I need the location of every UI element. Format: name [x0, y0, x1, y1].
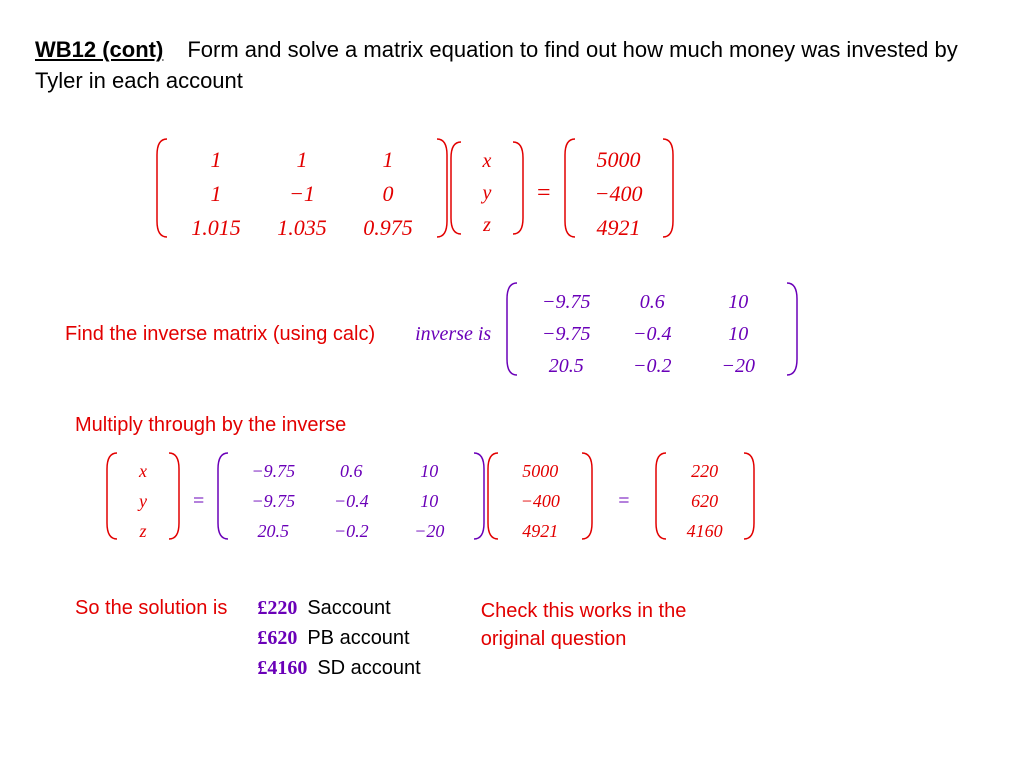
matrix-cell: −20	[390, 519, 468, 544]
matrix-cell: 10	[390, 459, 468, 484]
equals-sign: =	[594, 490, 653, 513]
matrix-equation-2: xyz = −9.750.610 −9.75−0.410 20.5−0.2−20 5…	[105, 451, 989, 553]
matrix-cell: 0.6	[609, 289, 695, 316]
matrix-cell: 0.975	[345, 213, 431, 243]
question-number: WB12 (cont)	[35, 37, 163, 62]
matrix-cell: x	[467, 148, 507, 175]
matrix-cell: −0.2	[609, 353, 695, 380]
matrix: −9.750.610 −9.75−0.410 20.5−0.2−20	[216, 451, 486, 553]
matrix-cell: −400	[504, 489, 576, 514]
matrix-cell: −9.75	[234, 489, 312, 514]
matrix-cell: 1.015	[173, 213, 259, 243]
solution-amount: £220	[257, 597, 297, 619]
matrix-cell: −0.4	[312, 489, 390, 514]
matrix-cell: 20.5	[234, 519, 312, 544]
equals-sign: =	[525, 180, 563, 207]
solution-account: SD account	[317, 657, 420, 679]
matrix-cell: 1	[345, 145, 431, 175]
matrix-cell: z	[467, 212, 507, 239]
matrix-cell: 620	[672, 489, 738, 514]
solution-amount: £620	[257, 627, 297, 649]
matrix-cell: 4921	[581, 213, 657, 243]
matrix-cell: −9.75	[523, 289, 609, 316]
inverse-label: inverse is	[415, 323, 491, 346]
matrix: 5000 −400 4921	[486, 451, 594, 553]
question-heading: WB12 (cont)Form and solve a matrix equat…	[35, 35, 989, 97]
equals-sign: =	[181, 490, 216, 513]
matrix-cell: 1	[173, 145, 259, 175]
matrix-equation-1: 1111−101.0151.0350.975 xyz = 5000−400492…	[155, 137, 989, 251]
matrix: 220 620 4160	[654, 451, 756, 553]
matrix-cell: 10	[695, 321, 781, 348]
matrix-cell: 5000	[504, 459, 576, 484]
solution-account: Saccount	[307, 597, 390, 619]
matrix-cell: −400	[581, 179, 657, 209]
matrix-cell: 20.5	[523, 353, 609, 380]
matrix-cell: 10	[695, 289, 781, 316]
matrix: 5000 −400 4921	[563, 137, 675, 251]
matrix-cell: −9.75	[234, 459, 312, 484]
solution-amount: £4160	[257, 657, 307, 679]
matrix-cell: 1.035	[259, 213, 345, 243]
step-find-inverse: Find the inverse matrix (using calc)	[65, 323, 375, 346]
check-note: Check this works in the original questio…	[481, 593, 741, 653]
matrix: xyz	[105, 451, 181, 553]
matrix-cell: 1	[173, 179, 259, 209]
matrix-cell: 0	[345, 179, 431, 209]
step-multiply-inverse: Multiply through by the inverse	[75, 414, 989, 437]
matrix-cell: 4921	[504, 519, 576, 544]
matrix-cell: −0.4	[609, 321, 695, 348]
matrix-cell: 10	[390, 489, 468, 514]
matrix-cell: 1	[259, 145, 345, 175]
matrix: xyz	[449, 140, 525, 248]
solution-account: PB account	[307, 627, 409, 649]
matrix-cell: 0.6	[312, 459, 390, 484]
solution-list: £220 Saccount £620 PB account £4160 SD acco…	[257, 593, 420, 683]
matrix-cell: 4160	[672, 519, 738, 544]
matrix-cell: −0.2	[312, 519, 390, 544]
matrix-cell: x	[123, 459, 163, 484]
question-text: Form and solve a matrix equation to find…	[35, 37, 958, 93]
matrix: −9.750.610 −9.75−0.410 20.5−0.2−20	[505, 281, 799, 389]
matrix-cell: y	[123, 489, 163, 514]
matrix-cell: z	[123, 519, 163, 544]
matrix: 1111−101.0151.0350.975	[155, 137, 449, 251]
matrix-cell: y	[467, 180, 507, 207]
matrix-cell: 220	[672, 459, 738, 484]
solution-intro: So the solution is	[75, 593, 227, 620]
matrix-cell: −1	[259, 179, 345, 209]
matrix-cell: −20	[695, 353, 781, 380]
matrix-cell: −9.75	[523, 321, 609, 348]
solution-block: So the solution is £220 Saccount £620 PB a…	[75, 593, 989, 683]
matrix-cell: 5000	[581, 145, 657, 175]
